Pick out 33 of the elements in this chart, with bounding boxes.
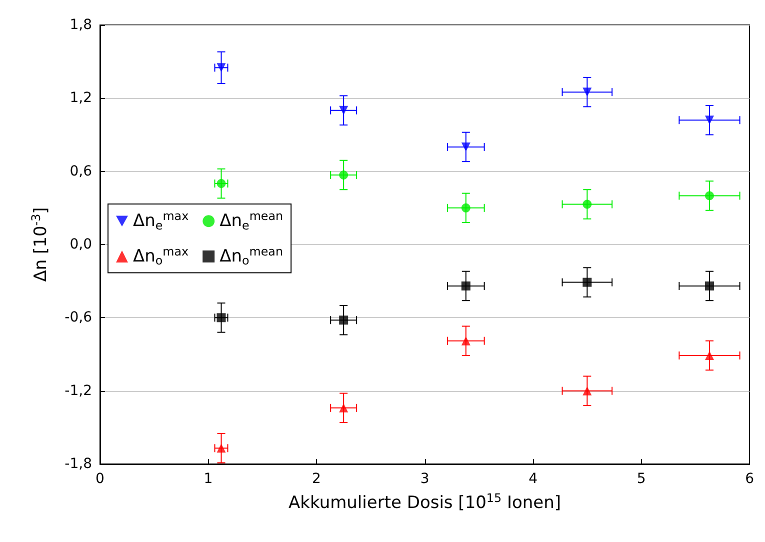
point (339, 170, 348, 180)
y-tick-label: 1,2 (70, 90, 92, 106)
y-tick-label: -1,2 (64, 382, 92, 399)
point (582, 88, 592, 97)
point (582, 278, 592, 287)
x-tick-label: 2 (312, 471, 321, 487)
x-tick-label: 6 (745, 471, 754, 487)
point (461, 203, 470, 212)
point (216, 179, 226, 188)
x-tick-label: 1 (204, 471, 213, 487)
y-tick-label: 0,6 (70, 163, 92, 180)
point (216, 313, 226, 322)
point (582, 200, 592, 209)
point (582, 386, 592, 396)
point (339, 106, 348, 115)
point (704, 281, 714, 290)
point (216, 444, 226, 453)
point (461, 281, 470, 290)
x-tick-label: 3 (420, 471, 430, 487)
y-tick-label: -1,8 (64, 456, 92, 472)
y-tick-label: 0,0 (70, 236, 92, 252)
y-tick-label: 1,8 (70, 17, 92, 33)
point (339, 403, 348, 412)
point (216, 63, 226, 72)
y-axis-title: Δn [10-3] (28, 207, 51, 282)
point (461, 142, 470, 152)
x-tick-label: 5 (636, 471, 646, 487)
y-tick-label: -0,6 (64, 310, 92, 326)
point (461, 336, 470, 346)
point (705, 191, 714, 200)
x-tick-label: 4 (528, 471, 538, 487)
point (339, 316, 348, 325)
x-tick-label: 0 (96, 471, 104, 487)
